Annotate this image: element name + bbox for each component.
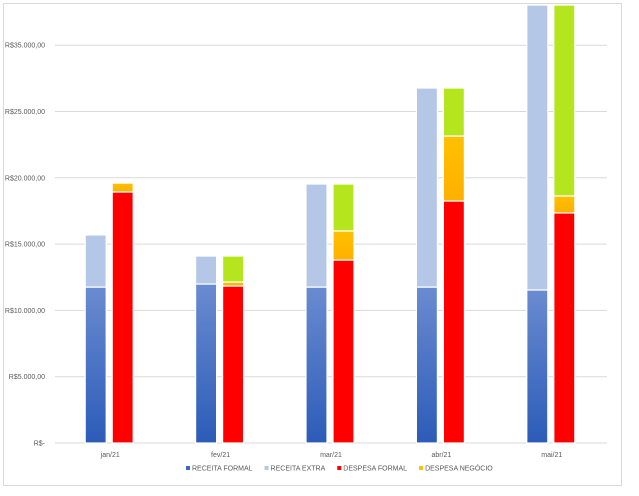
- bar-despesa-formal: [442, 200, 465, 444]
- bar-receita-formal: [195, 283, 218, 444]
- bar-despesa-negócio: [442, 135, 465, 202]
- legend-label: DESPESA FORMAL: [343, 466, 407, 473]
- bar-receita-extra: [195, 255, 218, 285]
- bar-receita-formal: [84, 286, 107, 444]
- bar-receita-extra: [84, 234, 107, 288]
- y-tick-label: R$-: [34, 441, 46, 448]
- bar-series: [222, 255, 245, 283]
- y-tick-label: R$35.000,00: [5, 43, 45, 50]
- bar-despesa-negócio: [111, 182, 134, 193]
- y-tick-label: R$20.000,00: [5, 175, 45, 182]
- bar-receita-formal: [415, 286, 438, 444]
- y-tick-label: R$5.000,00: [9, 374, 45, 381]
- bar-despesa-formal: [222, 285, 245, 444]
- legend-label: RECEITA FORMAL: [192, 466, 253, 473]
- legend-swatch: [337, 466, 342, 470]
- bar-receita-extra: [415, 87, 438, 288]
- bar-receita-extra: [305, 183, 328, 288]
- bar-receita-formal: [526, 289, 549, 444]
- y-tick-label: R$15.000,00: [5, 242, 45, 249]
- bar-series: [553, 4, 576, 197]
- y-tick-label: R$10.000,00: [5, 308, 45, 315]
- legend-swatch: [186, 466, 190, 470]
- x-tick-label: mai/21: [541, 452, 562, 459]
- legend-label: RECEITA EXTRA: [271, 466, 326, 473]
- bar-despesa-negócio: [553, 195, 576, 214]
- bar-despesa-formal: [553, 212, 576, 444]
- y-tick-label: R$25.000,00: [5, 109, 45, 116]
- bar-despesa-negócio: [332, 230, 355, 261]
- bar-receita-formal: [305, 286, 328, 444]
- legend-swatch: [419, 466, 424, 470]
- bar-series: [442, 87, 465, 137]
- bar-receita-extra: [526, 4, 549, 291]
- bar-despesa-formal: [332, 259, 355, 444]
- x-tick-label: mar/21: [320, 452, 342, 459]
- bar-series: [332, 183, 355, 232]
- x-tick-label: abr/21: [431, 452, 451, 459]
- legend-label: DESPESA NEGÓCIO: [425, 464, 493, 473]
- bar-despesa-formal: [111, 191, 134, 444]
- legend-swatch: [264, 466, 269, 470]
- x-tick-label: jan/21: [100, 452, 120, 459]
- x-tick-label: fev/21: [211, 452, 230, 459]
